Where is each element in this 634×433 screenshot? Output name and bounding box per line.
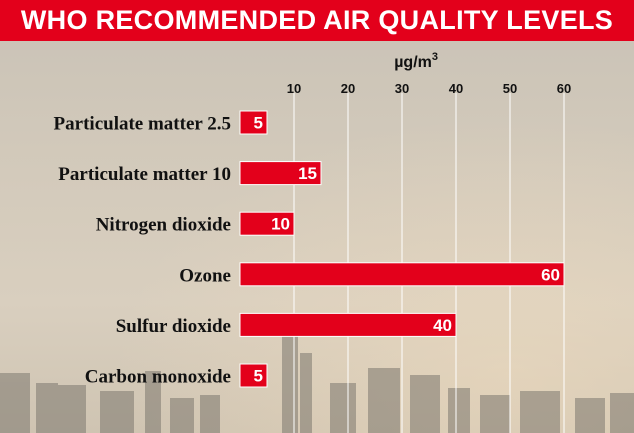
category-label: Ozone <box>179 265 231 286</box>
category-label: Particulate matter 2.5 <box>54 114 231 135</box>
x-tick-label: 20 <box>341 81 355 96</box>
bar <box>239 161 322 186</box>
data-label: 60 <box>541 265 560 284</box>
unit-label: µg/m3 <box>394 51 438 71</box>
category-label: Sulfur dioxide <box>116 316 231 337</box>
x-axis-ticks: 10 20 30 40 50 60 <box>287 81 571 96</box>
bar-chart: µg/m3 10 20 30 40 50 60 Particulate matter 2.… <box>54 51 571 433</box>
bar <box>239 110 268 135</box>
bar <box>239 363 268 388</box>
x-tick-label: 40 <box>449 81 463 96</box>
bar <box>239 262 565 287</box>
haze-background <box>0 41 634 433</box>
category-label: Particulate matter 10 <box>58 164 231 185</box>
data-label: 10 <box>271 215 290 234</box>
city-skyline-background <box>0 323 634 433</box>
category-label: Nitrogen dioxide <box>96 215 231 236</box>
bar <box>239 211 295 236</box>
unit-superscript: 3 <box>432 51 438 63</box>
x-tick-label: 30 <box>395 81 409 96</box>
category-label: Carbon monoxide <box>85 367 231 388</box>
x-tick-label: 10 <box>287 81 301 96</box>
x-tick-label: 60 <box>557 81 571 96</box>
data-label: 40 <box>433 316 452 335</box>
data-label: 5 <box>254 114 263 133</box>
bars: Particulate matter 2.5 5 Particulate matte… <box>54 110 565 388</box>
data-label: 5 <box>254 367 263 386</box>
x-tick-label: 50 <box>503 81 517 96</box>
data-label: 15 <box>298 164 317 183</box>
chart-title: WHO RECOMMENDED AIR QUALITY LEVELS <box>0 0 634 41</box>
bar <box>239 312 457 337</box>
